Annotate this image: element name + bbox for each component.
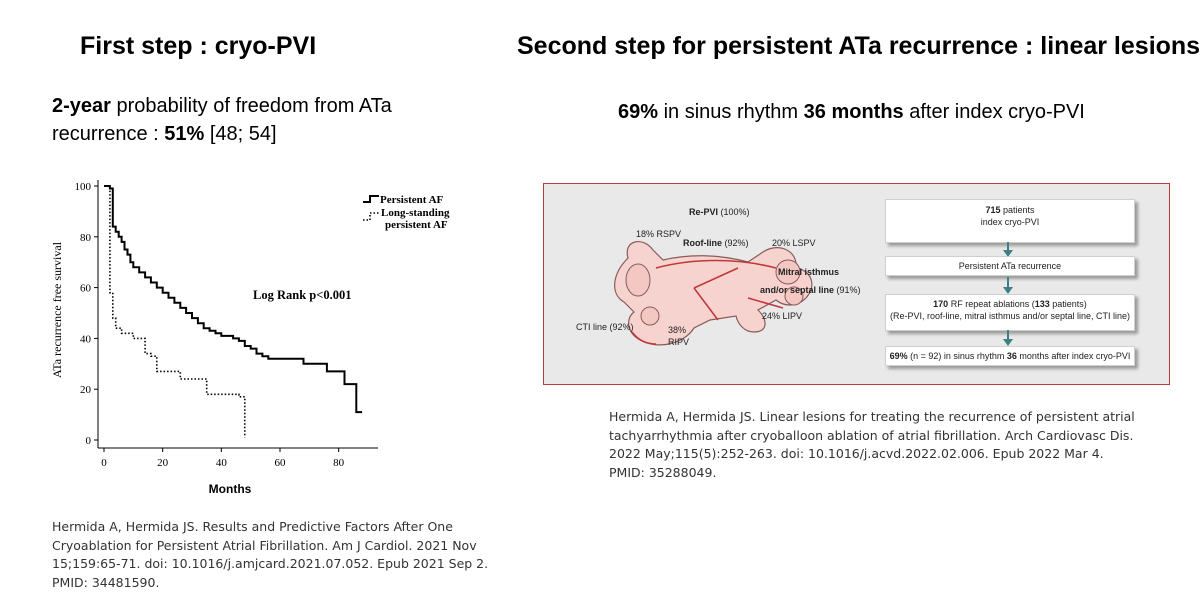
km-legend-persistent-af-2: persistent AF — [385, 219, 448, 231]
anat-mitral-bold1: Mitral isthmus — [778, 267, 840, 277]
flow-box-rf-line2: (Re-PVI, roof-line, mitral isthmus and/o… — [889, 311, 1131, 321]
left-subtitle: 2-year probability of freedom from ATa r… — [52, 92, 472, 148]
left-citation-line2: Cryoablation for Persistent Atrial Fibri… — [52, 537, 477, 553]
right-subtitle: 69% in sinus rhythm 36 months after inde… — [618, 98, 1085, 126]
anat-label-roof: Roof-line (92%) — [683, 238, 749, 248]
anat-label-rspv: 18% RSPV — [636, 229, 682, 239]
mitral-isthmus-lesion — [693, 267, 784, 321]
right-subtitle-bold-69: 69% — [618, 101, 659, 123]
left-subtitle-text3: [48; 54] — [204, 123, 277, 145]
left-subtitle-line2: recurrence : 51% [48; 54] — [52, 120, 472, 148]
flow-box-rf-ablations: 170 RF repeat ablations (133 patients) (… — [885, 294, 1135, 331]
anat-label-lipv: 24% LIPV — [762, 311, 803, 321]
flow-170: 170 — [933, 299, 949, 309]
km-axes — [97, 180, 378, 449]
right-subtitle-bold-36-months: 36 months — [803, 101, 904, 123]
anat-mitral-rest: (91%) — [834, 285, 861, 295]
right-subtitle-text1: in sinus rhythm — [658, 101, 804, 123]
right-citation-line3: 2022 May;115(5):252-263. doi: 10.1016/j.… — [609, 446, 1104, 461]
anat-repvi-bold: Re-PVI — [689, 207, 719, 217]
flow-box-outcome: 69% (n = 92) in sinus rhythm 36 months a… — [885, 346, 1135, 366]
flow-715: 715 — [985, 205, 1001, 215]
anat-label-ripv: RIPV — [668, 337, 690, 347]
km-legend-dotted-line — [363, 212, 379, 221]
km-y-tick-label-0: 0 — [86, 435, 92, 447]
km-x-tick-label-60: 60 — [275, 457, 287, 469]
lspv-ostium — [775, 259, 801, 285]
right-title: Second step for persistent ATa recurrenc… — [517, 32, 1200, 60]
km-series — [104, 185, 363, 438]
anat-mitral-bold2: and/or septal line — [760, 285, 835, 295]
left-citation: Hermida A, Hermida JS. Results and Predi… — [52, 518, 488, 592]
left-subtitle-text1: probability of freedom from ATa — [110, 95, 392, 117]
km-series-persistent-af — [104, 185, 363, 414]
anat-label-lspv: 20% LSPV — [772, 238, 816, 248]
km-y-tick-label-80: 80 — [80, 232, 92, 244]
km-y-tick-label-100: 100 — [75, 181, 92, 193]
km-legend: Persistent AF Long-standing persistent A… — [363, 194, 450, 231]
right-citation-line1: Hermida A, Hermida JS. Linear lesions fo… — [609, 409, 1135, 424]
km-legend-persistent-af: Persistent AF — [380, 194, 444, 206]
lipv-ostium — [784, 286, 804, 306]
anat-roof-bold: Roof-line — [683, 238, 722, 248]
left-subtitle-bold-51: 51% — [164, 123, 205, 145]
left-subtitle-line1: 2-year probability of freedom from ATa — [52, 92, 472, 120]
anat-label-mitral-1: Mitral isthmus — [778, 267, 839, 277]
flow-133: 133 — [1034, 299, 1050, 309]
roof-line-lesion — [655, 259, 777, 269]
anat-label-repvi: Re-PVI (100%) — [689, 207, 750, 217]
ripv-ostium — [640, 306, 660, 326]
right-citation-line2: tachyarrhythmia after cryoballoon ablati… — [609, 427, 1134, 443]
km-y-axis-label: ATa recurrence free survival — [50, 241, 64, 378]
km-x-tick-label-40: 40 — [216, 457, 228, 469]
flow-arrow-1 — [1003, 242, 1013, 257]
flow-rf-rest: patients) — [1049, 299, 1087, 309]
left-citation-line1: Hermida A, Hermida JS. Results and Predi… — [52, 519, 453, 534]
anat-roof-rest: (92%) — [722, 238, 749, 248]
rspv-ostium — [625, 263, 651, 297]
km-ticks: 0 20 40 60 80 100 0 20 40 60 80 — [75, 181, 345, 469]
flow-box-patients-line1: 715 patients — [886, 204, 1134, 216]
km-x-tick-label-0: 0 — [101, 457, 107, 469]
left-citation-line3: 15;159:65-71. doi: 10.1016/j.amjcard.202… — [52, 556, 489, 571]
flow-outcome-rest: months after index cryo-PVI — [1016, 351, 1131, 361]
atrium-drawing — [614, 241, 813, 346]
right-subtitle-text2: after index cryo-PVI — [903, 101, 1085, 123]
flow-patients-text: patients — [1000, 205, 1035, 215]
anat-label-cti: CTI line (92%) — [576, 322, 634, 332]
flow-box-rf-line1: 170 RF repeat ablations (133 patients) — [886, 298, 1134, 310]
flow-arrow-3 — [1003, 330, 1013, 346]
km-x-tick-label-80: 80 — [333, 457, 345, 469]
anat-repvi-rest: (100%) — [718, 207, 750, 217]
flow-36: 36 — [1006, 351, 1017, 361]
flow-69: 69% — [889, 351, 908, 361]
km-x-tick-label-20: 20 — [157, 457, 169, 469]
km-x-axis-label: Months — [209, 482, 252, 496]
cti-lesion — [631, 331, 657, 345]
km-legend-solid-line — [363, 195, 379, 203]
right-citation: Hermida A, Hermida JS. Linear lesions fo… — [609, 408, 1135, 482]
km-y-tick-label-60: 60 — [80, 283, 92, 295]
km-annotation-logrank: Log Rank p<0.001 — [253, 288, 351, 302]
right-citation-line4: PMID: 35288049. — [609, 464, 717, 480]
anat-label-ripv-pct: 38% — [668, 325, 687, 335]
left-subtitle-bold-2-year: 2-year — [52, 95, 111, 117]
flow-box-patients-line2: index cryo-PVI — [980, 217, 1040, 227]
km-legend-long-standing: Long-standing — [381, 207, 450, 219]
anat-label-mitral-2: and/or septal line (91%) — [760, 285, 861, 295]
flow-box-recurrence: Persistent ATa recurrence — [885, 256, 1135, 276]
km-y-tick-label-40: 40 — [80, 333, 92, 345]
km-y-tick-label-20: 20 — [80, 384, 92, 396]
flow-rf-mid: RF repeat ablations ( — [948, 299, 1035, 309]
flow-outcome-mid: (n = 92) in sinus rhythm — [907, 351, 1007, 361]
flow-arrow-2 — [1003, 277, 1013, 294]
left-subtitle-text2: recurrence : — [52, 123, 165, 145]
km-chart: 0 20 40 60 80 100 0 20 40 60 80 ATa recurrence fre… — [50, 180, 450, 496]
flow-box-patients: 715 patients index cryo-PVI — [885, 199, 1135, 243]
left-citation-line4: PMID: 34481590. — [52, 574, 160, 590]
km-series-long-standing-persistent-af — [104, 185, 246, 438]
left-title: First step : cryo-PVI — [80, 32, 317, 60]
